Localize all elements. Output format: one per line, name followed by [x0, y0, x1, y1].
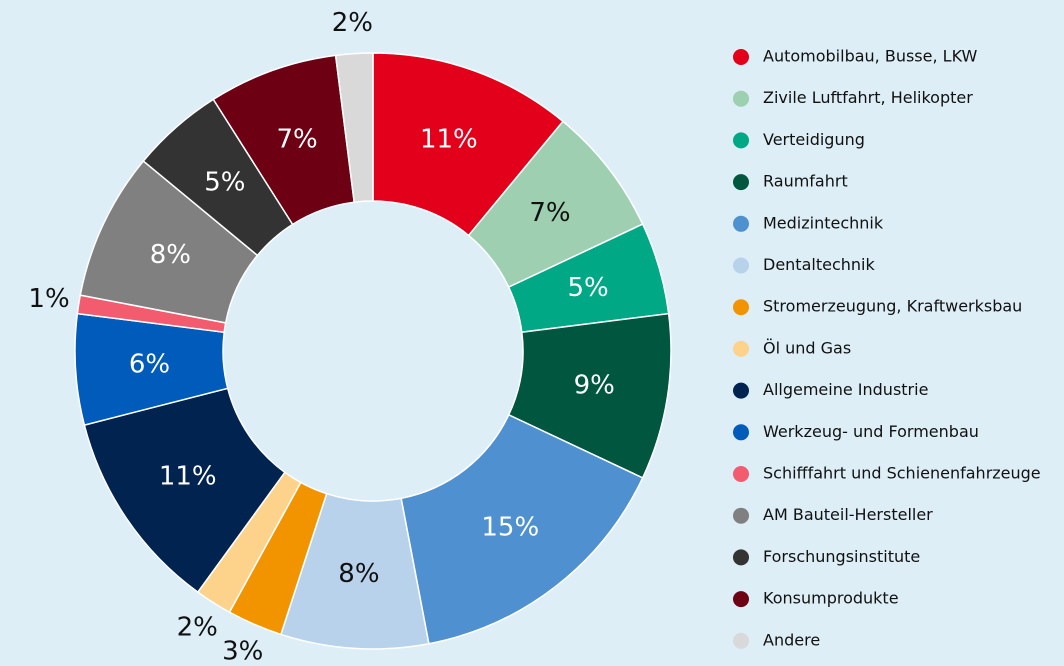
data-label: 8% — [150, 240, 191, 270]
data-label: 2% — [177, 612, 218, 642]
data-label: 1% — [28, 284, 69, 314]
legend-label: Medizintechnik — [763, 213, 884, 232]
legend-swatch — [733, 174, 749, 191]
legend-label: Allgemeine Industrie — [763, 380, 928, 399]
legend-label: Konsumprodukte — [763, 589, 899, 608]
legend-swatch — [733, 90, 749, 107]
data-label: 5% — [204, 167, 245, 197]
data-label: 7% — [529, 198, 570, 228]
legend-label: Forschungsinstitute — [763, 547, 920, 566]
legend-swatch — [733, 507, 749, 524]
legend-label: Verteidigung — [763, 130, 865, 149]
legend-label: Andere — [763, 630, 820, 649]
legend-label: Dentaltechnik — [763, 255, 875, 274]
legend-swatch — [733, 340, 749, 357]
data-label: 11% — [159, 461, 217, 491]
legend-swatch — [733, 49, 749, 65]
legend-label: Öl und Gas — [763, 338, 851, 357]
legend-swatch — [733, 632, 749, 649]
legend-swatch — [733, 215, 749, 232]
legend-swatch — [733, 466, 749, 482]
legend-label: Raumfahrt — [763, 172, 848, 191]
data-label: 8% — [338, 559, 379, 589]
data-label: 2% — [332, 8, 373, 38]
data-label: 3% — [222, 637, 263, 666]
legend-label: Stromerzeugung, Kraftwerksbau — [763, 297, 1022, 316]
legend-swatch — [733, 382, 749, 399]
data-label: 9% — [574, 371, 615, 401]
legend-swatch — [733, 591, 749, 608]
legend-label: Zivile Luftfahrt, Helikopter — [763, 88, 973, 107]
legend-swatch — [733, 132, 749, 149]
data-label: 15% — [481, 512, 539, 542]
data-label: 11% — [420, 125, 478, 155]
data-label: 6% — [129, 350, 170, 380]
slice — [334, 52, 374, 204]
legend-swatch — [733, 299, 749, 316]
legend-label: Schifffahrt und Schienenfahrzeuge — [763, 464, 1041, 483]
legend-swatch — [733, 424, 749, 441]
legend-label: Automobilbau, Busse, LKW — [763, 47, 977, 66]
legend-swatch — [733, 549, 749, 566]
legend-label: AM Bauteil-Hersteller — [763, 505, 933, 524]
data-label: 7% — [276, 125, 317, 155]
legend-swatch — [733, 257, 749, 274]
slice — [400, 413, 644, 645]
data-label: 5% — [567, 273, 608, 303]
legend-label: Werkzeug- und Formenbau — [763, 422, 979, 441]
